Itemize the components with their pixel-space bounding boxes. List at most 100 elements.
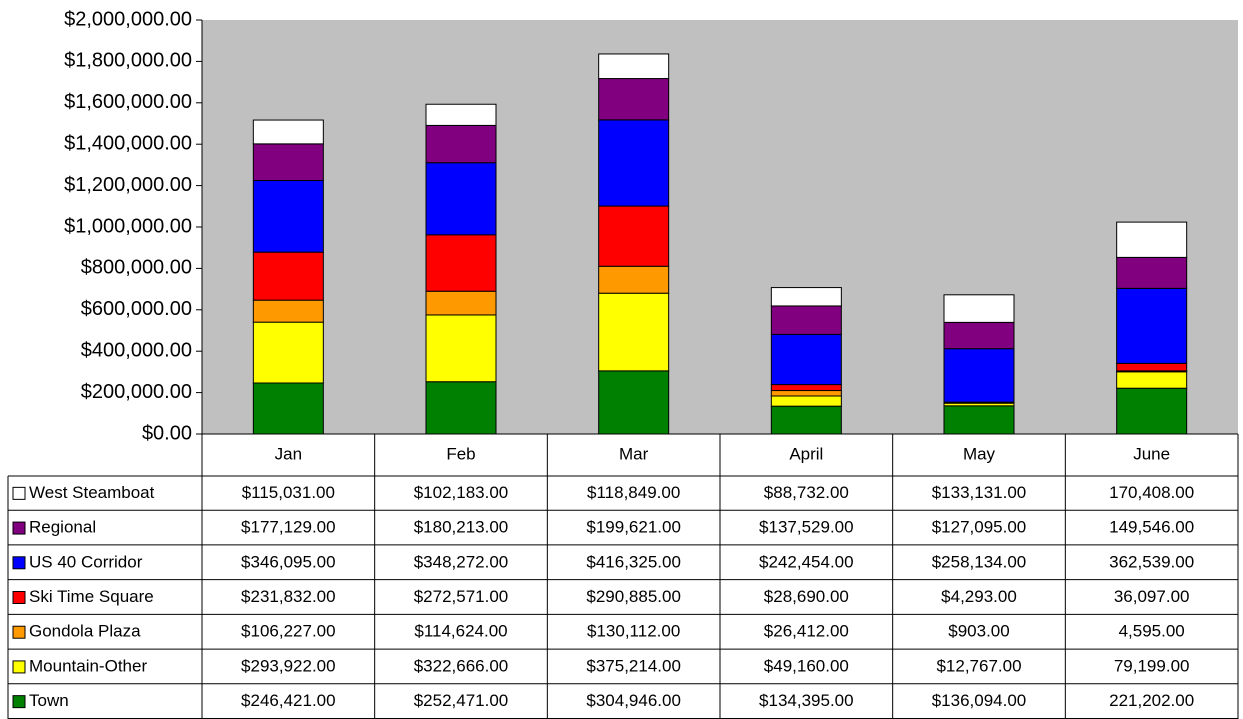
legend-key bbox=[12, 695, 26, 709]
y-tick-label: $1,000,000.00 bbox=[64, 215, 192, 237]
legend-label: West Steamboat bbox=[29, 483, 155, 502]
bar-segment bbox=[770, 384, 842, 392]
bar-segment bbox=[425, 234, 497, 292]
table-value: $114,624.00 bbox=[414, 622, 507, 641]
bar-segment bbox=[770, 390, 842, 397]
table-value: $375,214.00 bbox=[586, 656, 681, 675]
bar-segment bbox=[598, 78, 670, 121]
bar-segment bbox=[1116, 256, 1188, 289]
bar-segment bbox=[425, 124, 497, 164]
legend-label: Regional bbox=[29, 518, 96, 537]
bar-segment bbox=[1116, 387, 1188, 435]
table-value: $258,134.00 bbox=[932, 552, 1027, 571]
table-value: $272,571.00 bbox=[414, 587, 509, 606]
bar-segment bbox=[770, 405, 842, 435]
table-value: $177,129.00 bbox=[241, 518, 336, 537]
bar-segment bbox=[252, 143, 324, 182]
table-value: $28,690.00 bbox=[764, 587, 849, 606]
bar-segment bbox=[598, 205, 670, 267]
bar-segment bbox=[252, 382, 324, 435]
legend-key bbox=[12, 556, 26, 570]
bar-segment bbox=[1116, 362, 1188, 372]
legend-label: Gondola Plaza bbox=[29, 622, 141, 641]
y-tick-label: $600,000.00 bbox=[81, 298, 192, 320]
bar-segment bbox=[252, 321, 324, 384]
bar-segment bbox=[1116, 371, 1188, 389]
legend-key bbox=[12, 486, 26, 500]
bar-segment bbox=[252, 180, 324, 253]
bar-segment bbox=[598, 292, 670, 372]
table-value: $127,095.00 bbox=[932, 518, 1027, 537]
x-tick-label: June bbox=[1133, 444, 1170, 463]
table-value: $102,183.00 bbox=[414, 483, 509, 502]
legend-key bbox=[12, 591, 26, 604]
bar-segment bbox=[425, 162, 497, 236]
y-tick-label: $1,800,000.00 bbox=[64, 50, 192, 72]
table-value: $416,325.00 bbox=[586, 552, 681, 571]
bar-segment bbox=[598, 370, 670, 435]
table-value: 79,199.00 bbox=[1114, 656, 1190, 675]
bar-segment bbox=[252, 119, 324, 145]
table-value: $231,832.00 bbox=[241, 587, 336, 606]
table-value: 149,546.00 bbox=[1109, 518, 1194, 537]
table-value: $199,621.00 bbox=[586, 518, 681, 537]
plot-area bbox=[202, 20, 1238, 434]
bar-segment bbox=[425, 314, 497, 383]
legend-label: US 40 Corridor bbox=[29, 552, 143, 571]
table-value: $252,471.00 bbox=[414, 691, 509, 710]
table-value: $118,849.00 bbox=[587, 483, 680, 502]
x-tick-label: Mar bbox=[619, 444, 649, 463]
y-tick-label: $800,000.00 bbox=[81, 257, 192, 279]
legend-key bbox=[12, 521, 26, 535]
legend-label: Ski Time Square bbox=[29, 587, 154, 606]
table-value: $49,160.00 bbox=[764, 656, 849, 675]
table-value: 36,097.00 bbox=[1114, 587, 1190, 606]
y-tick-label: $1,200,000.00 bbox=[64, 174, 192, 196]
table-value: $180,213.00 bbox=[414, 518, 509, 537]
table-value: $348,272.00 bbox=[414, 552, 509, 571]
table-value: $136,094.00 bbox=[932, 691, 1027, 710]
table-value: $26,412.00 bbox=[764, 622, 849, 641]
y-tick-label: $1,400,000.00 bbox=[64, 132, 192, 154]
bar-segment bbox=[770, 305, 842, 335]
x-tick-label: May bbox=[963, 444, 996, 463]
y-tick-label: $0.00 bbox=[142, 422, 192, 444]
bar-segment bbox=[425, 381, 497, 435]
table-value: $293,922.00 bbox=[241, 656, 336, 675]
table-value: $12,767.00 bbox=[936, 656, 1021, 675]
table-value: $903.00 bbox=[948, 622, 1009, 641]
legend-key bbox=[12, 660, 26, 674]
bar-segment bbox=[943, 405, 1015, 435]
table-value: $133,131.00 bbox=[932, 483, 1027, 502]
bar-segment bbox=[598, 119, 670, 207]
table-value: $290,885.00 bbox=[586, 587, 681, 606]
bar-segment bbox=[1116, 221, 1188, 258]
table-value: $4,293.00 bbox=[941, 587, 1017, 606]
x-tick-label: Jan bbox=[275, 444, 302, 463]
legend-label: Town bbox=[29, 691, 69, 710]
bar-segment bbox=[425, 290, 497, 316]
table-value: $322,666.00 bbox=[414, 656, 509, 675]
bar-segment bbox=[943, 321, 1015, 350]
table-value: 4,595.00 bbox=[1119, 622, 1185, 641]
table-value: $115,031.00 bbox=[242, 483, 335, 502]
bar-segment bbox=[770, 287, 842, 307]
table-value: $242,454.00 bbox=[759, 552, 854, 571]
bar-segment bbox=[770, 333, 842, 386]
table-value: $304,946.00 bbox=[586, 691, 681, 710]
y-tick-label: $1,600,000.00 bbox=[64, 91, 192, 113]
table-value: $246,421.00 bbox=[241, 691, 336, 710]
y-tick-label: $200,000.00 bbox=[81, 381, 192, 403]
y-tick-label: $400,000.00 bbox=[81, 339, 192, 361]
table-value: 221,202.00 bbox=[1109, 691, 1194, 710]
bar-segment bbox=[252, 251, 324, 301]
table-value: $88,732.00 bbox=[764, 483, 849, 502]
bar-segment bbox=[252, 299, 324, 323]
bar-segment bbox=[943, 348, 1015, 403]
bar-segment bbox=[598, 53, 670, 80]
bar-segment bbox=[598, 265, 670, 294]
table-value: $346,095.00 bbox=[241, 552, 336, 571]
bar-segment bbox=[770, 395, 842, 407]
table-value: $106,227.00 bbox=[241, 622, 336, 641]
